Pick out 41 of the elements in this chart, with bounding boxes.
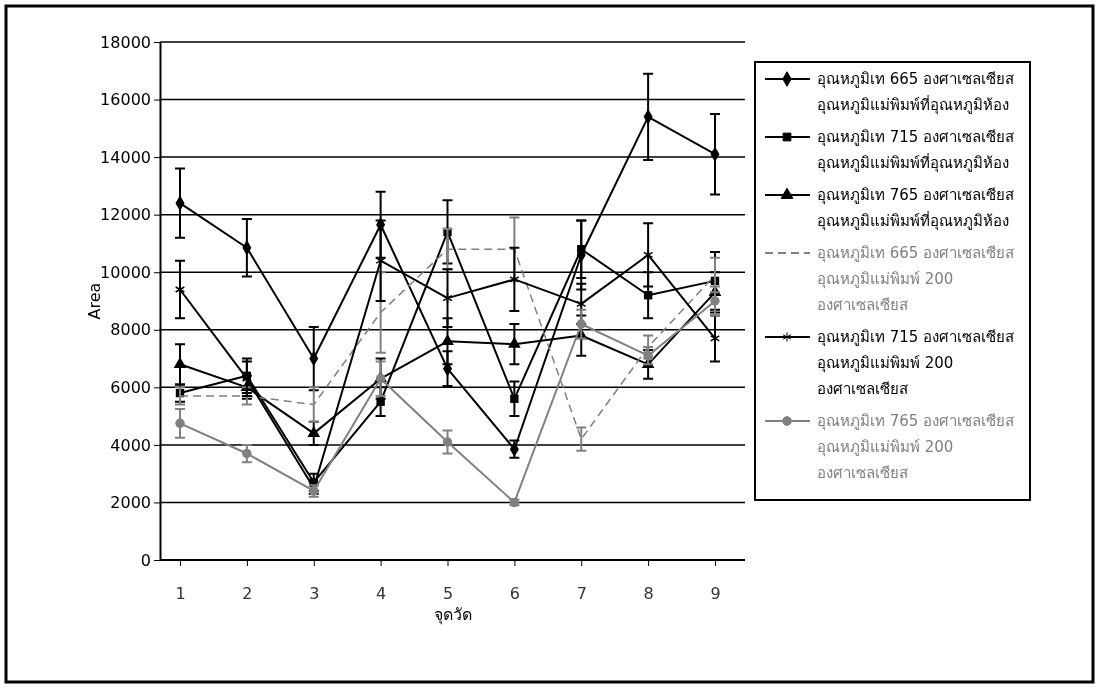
point xyxy=(577,245,586,254)
y-tick-label: 4000 xyxy=(110,435,151,455)
point xyxy=(710,296,720,306)
point xyxy=(442,292,453,304)
point xyxy=(307,426,321,438)
legend-label: อุณหภูมิเท 715 องศาเซลเซียส อุณหภูมิแม่พิมพ์ 200 องศาเซลเซียส xyxy=(817,328,1015,398)
x-tick-label: 7 xyxy=(576,584,587,604)
y-tick-label: 12000 xyxy=(100,205,151,225)
point xyxy=(643,291,653,300)
x-tick-label: 3 xyxy=(309,584,320,604)
point xyxy=(510,394,519,404)
x-tick-label: 6 xyxy=(509,584,520,604)
x-tick-label: 8 xyxy=(643,584,654,604)
x-tick-label: 5 xyxy=(442,584,454,604)
y-tick-label: 0 xyxy=(140,550,151,570)
y-tick-label: 8000 xyxy=(110,320,151,340)
y-axis-title: Area xyxy=(85,282,104,320)
y-tick-label: 10000 xyxy=(100,262,151,282)
y-tick-label: 2000 xyxy=(110,493,151,513)
x-tick-label: 1 xyxy=(175,584,186,604)
x-tick-label: 4 xyxy=(376,584,387,604)
point xyxy=(576,298,587,310)
point xyxy=(175,418,185,429)
point xyxy=(442,437,453,447)
legend-label: อุณหภูมิเท 765 องศาเซลเซียส อุณหภูมิแม่พิมพ์ 200 องศาเซลเซียส xyxy=(817,412,1015,482)
y-tick-label: 16000 xyxy=(100,90,151,110)
point xyxy=(576,319,586,329)
y-tick-label: 14000 xyxy=(100,147,151,167)
x-tick-label: 9 xyxy=(710,584,721,604)
x-axis-title: จุดวัด xyxy=(433,605,472,625)
point xyxy=(242,448,252,459)
point xyxy=(643,249,654,261)
legend-label: อุณหภูมิเท 665 องศาเซลเซียส อุณหภูมิแม่พิมพ์ 200 องศาเซลเซียส xyxy=(817,244,1015,314)
y-tick-label: 6000 xyxy=(110,377,151,397)
point xyxy=(643,350,653,361)
legend-label: อุณหภูมิเท 765 องศาเซลเซียส อุณหภูมิแม่พิมพ์ที่อุณหภูมิห้อง xyxy=(817,186,1015,231)
y-tick-label: 18000 xyxy=(100,32,151,52)
point xyxy=(509,273,520,286)
legend-label: อุณหภูมิเท 715 องศาเซลเซียส อุณหภูมิแม่พิมพ์ที่อุณหภูมิห้อง xyxy=(817,128,1015,173)
legend-label: อุณหภูมิเท 665 องศาเซลเซียส อุณหภูมิแม่พิมพ์ที่อุณหภูมิห้อง xyxy=(817,70,1015,115)
x-tick-label: 2 xyxy=(242,584,253,604)
